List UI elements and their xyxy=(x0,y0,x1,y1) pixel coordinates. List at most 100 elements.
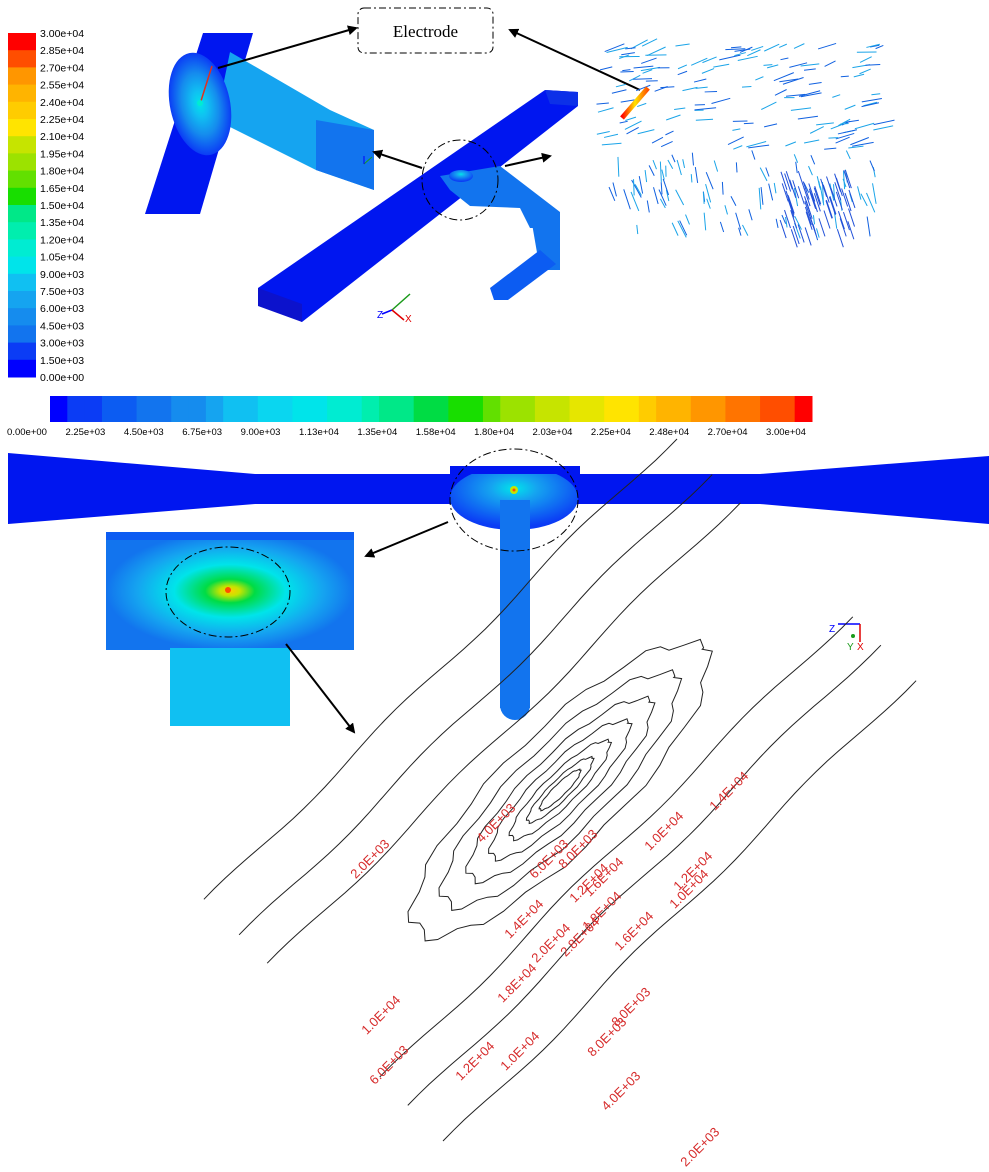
axis-z-label-right: Z xyxy=(829,624,835,635)
velocity-vector xyxy=(818,218,826,237)
velocity-vector xyxy=(822,184,830,203)
velocity-vector xyxy=(758,187,762,210)
velocity-vector xyxy=(808,183,816,202)
contour-line xyxy=(238,474,713,936)
velocity-vector xyxy=(840,75,849,78)
hlegend-swatch xyxy=(448,396,467,422)
velocity-vector xyxy=(646,46,666,57)
velocity-vector xyxy=(632,78,653,80)
legend-swatch xyxy=(8,33,36,51)
velocity-vector xyxy=(781,214,787,224)
velocity-vector xyxy=(843,119,859,123)
velocity-vector xyxy=(631,179,642,198)
velocity-vector xyxy=(848,208,856,227)
velocity-vector xyxy=(792,180,800,199)
hlegend-swatch xyxy=(742,396,761,422)
velocity-vector xyxy=(711,97,731,104)
velocity-vector xyxy=(803,182,810,193)
velocity-vector xyxy=(658,189,667,206)
velocity-vector xyxy=(810,193,818,213)
hlegend-swatch xyxy=(67,396,86,422)
velocity-vector xyxy=(761,101,777,110)
hlegend-swatch xyxy=(223,396,241,422)
velocity-vector xyxy=(835,191,843,211)
legend-swatch xyxy=(8,342,36,361)
velocity-vector xyxy=(702,56,717,64)
velocity-vector xyxy=(873,125,894,131)
hlegend-label: 9.00e+03 xyxy=(241,427,281,438)
velocity-vector xyxy=(826,176,833,195)
hlegend-swatch xyxy=(136,396,155,422)
velocity-vector xyxy=(671,222,679,236)
velocity-vector xyxy=(824,147,837,150)
velocity-vector xyxy=(706,198,711,209)
velocity-vector xyxy=(732,128,741,131)
velocity-vector xyxy=(797,186,805,205)
legend-swatch xyxy=(8,50,36,68)
hlegend-swatch xyxy=(638,396,657,422)
hlegend-swatch xyxy=(379,396,397,422)
contour-label: 1.4E+04 xyxy=(501,896,546,941)
velocity-vector xyxy=(852,141,874,147)
contour-line xyxy=(465,695,656,885)
velocity-vector xyxy=(871,93,881,96)
velocity-vector xyxy=(751,46,764,51)
velocity-vector xyxy=(866,216,871,237)
velocity-vector xyxy=(813,193,821,212)
hlegend-swatch xyxy=(50,396,68,422)
velocity-vector xyxy=(834,182,842,201)
velocity-vector xyxy=(844,169,852,189)
velocity-vector xyxy=(679,220,688,236)
hlegend-swatch xyxy=(344,396,363,422)
velocity-vector xyxy=(748,209,753,221)
velocity-vector xyxy=(779,78,799,83)
velocity-vector xyxy=(848,189,856,209)
velocity-vector xyxy=(782,76,804,85)
hlegend-swatch xyxy=(708,396,726,422)
velocity-vector xyxy=(875,45,884,50)
velocity-vector xyxy=(633,65,654,69)
velocity-vector xyxy=(746,141,767,148)
velocity-vector xyxy=(620,99,635,103)
hlegend-label: 2.70e+04 xyxy=(708,427,748,438)
velocity-vector xyxy=(759,167,768,182)
velocity-vector xyxy=(836,229,844,248)
contour-label: 6.0E+03 xyxy=(366,1042,411,1087)
velocity-vector xyxy=(787,195,795,214)
hlegend-label: 2.25e+03 xyxy=(65,427,105,438)
hlegend-swatch xyxy=(84,396,103,422)
velocity-vector xyxy=(793,43,805,49)
contour-label: 4.0E+03 xyxy=(598,1068,643,1113)
velocity-vector xyxy=(659,198,666,209)
contour-label: 2.0E+03 xyxy=(347,836,392,881)
legend-label: 2.55e+04 xyxy=(40,80,84,92)
legend-swatch xyxy=(8,170,36,189)
velocity-vector xyxy=(662,178,670,196)
hlegend-swatch xyxy=(101,396,120,422)
velocity-vector xyxy=(773,72,794,82)
hlegend-swatch xyxy=(500,396,519,422)
velocity-vector xyxy=(652,159,657,170)
velocity-vector xyxy=(642,69,653,74)
velocity-vector xyxy=(733,145,743,150)
velocity-vector xyxy=(805,211,813,230)
velocity-vector xyxy=(612,182,617,197)
velocity-vector xyxy=(735,162,738,173)
legend-swatch xyxy=(8,291,36,309)
velocity-vector xyxy=(646,200,650,213)
electrode-zoom-ring xyxy=(165,546,291,638)
velocity-vector xyxy=(694,167,699,184)
legend-label: 1.80e+04 xyxy=(40,166,84,178)
velocity-vector xyxy=(843,169,851,189)
velocity-vector xyxy=(845,150,851,160)
velocity-vector xyxy=(677,64,688,70)
velocity-vector xyxy=(843,211,850,231)
velocity-vector xyxy=(633,179,635,196)
legend-label: 1.35e+04 xyxy=(40,217,84,229)
velocity-vector xyxy=(703,212,707,231)
hlegend-label: 3.00e+04 xyxy=(766,427,806,438)
hlegend-swatch xyxy=(292,396,311,422)
velocity-vector xyxy=(838,118,851,127)
velocity-vector xyxy=(775,218,779,228)
hlegend-swatch xyxy=(534,396,553,422)
